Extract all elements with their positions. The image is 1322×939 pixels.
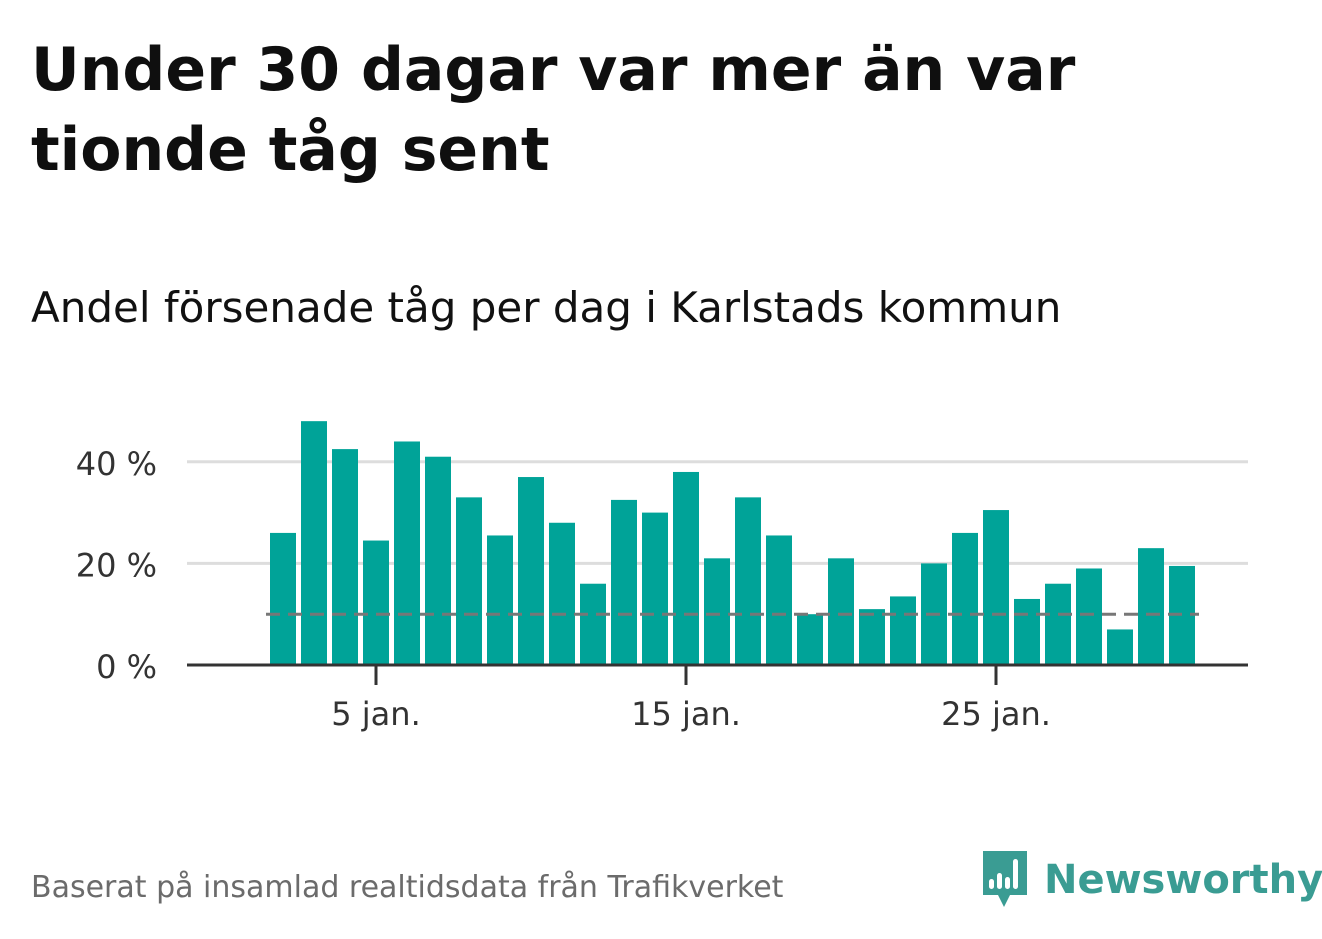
bar: [642, 512, 668, 665]
bar: [890, 596, 916, 665]
chart-title: Under 30 dagar var mer än var tionde tåg…: [31, 35, 1076, 185]
bar: [1014, 598, 1040, 665]
brand-logo: Newsworthy: [980, 848, 1322, 912]
bar: [487, 535, 513, 665]
bar: [952, 532, 978, 665]
bar: [673, 471, 699, 665]
bar: [394, 441, 420, 665]
y-tick-label: 0 %: [96, 648, 157, 686]
bar: [704, 558, 730, 665]
y-tick-label: 20 %: [76, 546, 157, 584]
x-tick-label: 15 jan.: [631, 695, 741, 733]
x-tick-label: 5 jan.: [331, 695, 420, 733]
bar: [797, 614, 823, 665]
newsworthy-logo-icon: [983, 851, 1027, 907]
bar: [1045, 583, 1071, 665]
bar: [766, 535, 792, 665]
bar: [518, 477, 544, 665]
bar: [456, 497, 482, 665]
bar: [363, 540, 389, 665]
bar: [735, 497, 761, 665]
bars: [270, 421, 1195, 665]
y-tick-label: 40 %: [76, 445, 157, 483]
bar: [828, 558, 854, 665]
axes: 0 % 20 % 40 % 5 jan. 15 jan. 25 jan.: [76, 445, 1248, 733]
bar: [1138, 548, 1164, 665]
bar: [301, 421, 327, 665]
bar: [859, 609, 885, 665]
bar: [425, 456, 451, 665]
brand-name: Newsworthy: [1044, 857, 1322, 903]
x-tick-label: 25 jan.: [941, 695, 1051, 733]
chart-subtitle: Andel försenade tåg per dag i Karlstads …: [31, 283, 1062, 332]
bar: [580, 583, 606, 665]
source-note: Baserat på insamlad realtidsdata från Tr…: [31, 870, 784, 905]
bar: [983, 510, 1009, 665]
bar: [332, 449, 358, 665]
bar: [1076, 568, 1102, 665]
bar-chart: 0 % 20 % 40 % 5 jan. 15 jan. 25 jan.: [76, 421, 1248, 733]
bar: [611, 499, 637, 665]
bar: [270, 532, 296, 665]
bar: [1107, 629, 1133, 665]
bar: [549, 522, 575, 665]
